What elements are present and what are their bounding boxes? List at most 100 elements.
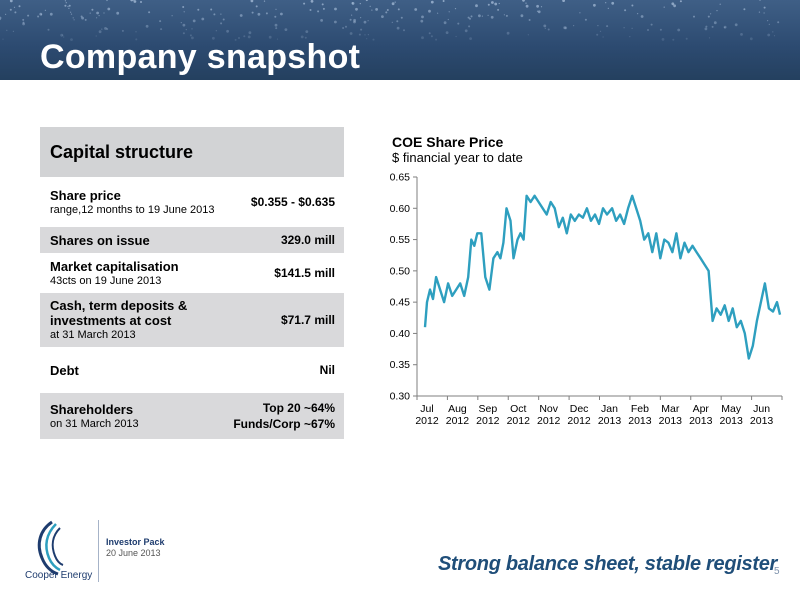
header-dot bbox=[400, 16, 403, 19]
header-dot bbox=[248, 31, 252, 35]
header-dot bbox=[540, 6, 543, 8]
header-dot bbox=[763, 12, 765, 14]
header-dot bbox=[220, 22, 223, 25]
header-dot bbox=[197, 8, 200, 11]
header-dot bbox=[777, 21, 780, 24]
header-dot bbox=[81, 16, 84, 20]
header-dot bbox=[334, 7, 337, 11]
market-cap-value: $141.5 mill bbox=[274, 266, 335, 280]
header-dot bbox=[367, 34, 369, 36]
header-dot bbox=[447, 18, 449, 21]
header-dot bbox=[716, 10, 718, 12]
header-dot bbox=[487, 3, 490, 6]
shareholders-funds: Funds/Corp ~67% bbox=[233, 417, 335, 431]
header-dot bbox=[457, 22, 460, 25]
header-dot bbox=[68, 7, 70, 9]
header-dot bbox=[91, 8, 94, 11]
header-dot bbox=[469, 17, 471, 20]
x-tick-label-year: 2013 bbox=[659, 415, 683, 427]
header-dot bbox=[584, 18, 587, 21]
header-dot bbox=[133, 0, 137, 3]
row-divider bbox=[40, 347, 344, 349]
header-dot bbox=[611, 1, 615, 5]
header-dot bbox=[22, 22, 25, 26]
header-dot bbox=[522, 0, 525, 2]
header-dot bbox=[64, 4, 67, 7]
capital-structure-title: Capital structure bbox=[40, 127, 344, 177]
header-banner: Company snapshot bbox=[0, 0, 800, 80]
header-dot bbox=[685, 37, 688, 40]
header-dot bbox=[367, 20, 369, 22]
header-dot bbox=[37, 15, 40, 18]
header-dot bbox=[44, 9, 47, 11]
header-dot bbox=[263, 0, 266, 2]
header-dot bbox=[596, 33, 599, 36]
header-dot bbox=[342, 27, 345, 29]
header-dot bbox=[767, 33, 771, 37]
header-dot bbox=[435, 38, 438, 41]
header-dot bbox=[490, 15, 494, 19]
header-dot bbox=[397, 8, 400, 11]
x-tick-label-year: 2013 bbox=[628, 415, 652, 427]
header-dot bbox=[300, 35, 304, 39]
header-dot bbox=[421, 15, 424, 19]
header-dot bbox=[145, 24, 149, 28]
header-dot bbox=[363, 20, 367, 24]
header-dot bbox=[40, 14, 43, 16]
header-dot bbox=[358, 33, 361, 36]
header-dot bbox=[70, 38, 73, 41]
header-dot bbox=[98, 15, 100, 17]
header-dot bbox=[220, 13, 222, 15]
header-dot bbox=[421, 36, 424, 40]
x-tick-label-month: Aug bbox=[448, 403, 467, 415]
y-tick-label: 0.35 bbox=[390, 359, 411, 371]
header-dot bbox=[106, 0, 108, 2]
header-dot bbox=[481, 15, 483, 17]
header-dot bbox=[631, 4, 634, 7]
header-dot bbox=[72, 17, 74, 19]
header-dot bbox=[768, 23, 770, 25]
header-dot bbox=[5, 13, 7, 15]
share-price-chart: 0.650.600.550.500.450.400.350.30Jul2012A… bbox=[390, 172, 783, 427]
header-dot bbox=[640, 15, 644, 18]
header-dot bbox=[238, 37, 240, 39]
header-dot bbox=[364, 34, 366, 36]
header-dot bbox=[360, 28, 363, 31]
header-dot bbox=[317, 10, 320, 13]
header-dot bbox=[536, 10, 539, 12]
header-dot bbox=[106, 28, 109, 30]
x-tick-label-year: 2013 bbox=[719, 415, 743, 427]
header-dot bbox=[222, 18, 225, 21]
share-price-label: Share price bbox=[50, 187, 121, 203]
header-dot bbox=[116, 11, 120, 15]
shares-on-issue-value: 329.0 mill bbox=[280, 233, 335, 247]
header-dot bbox=[394, 1, 396, 3]
x-tick-label-month: Sep bbox=[478, 403, 497, 415]
header-dot bbox=[710, 13, 712, 15]
header-dot bbox=[67, 5, 69, 8]
header-dot bbox=[226, 29, 230, 33]
header-dot bbox=[498, 2, 500, 5]
header-dot bbox=[497, 8, 500, 11]
header-dot bbox=[84, 18, 87, 21]
header-dot bbox=[723, 25, 727, 29]
row-divider bbox=[40, 177, 344, 179]
header-dot bbox=[525, 2, 527, 4]
header-dot bbox=[563, 26, 567, 30]
header-dot bbox=[310, 0, 314, 3]
header-dot bbox=[239, 14, 243, 17]
row-divider bbox=[40, 225, 344, 227]
header-dot bbox=[758, 11, 761, 13]
header-dot bbox=[9, 0, 13, 3]
header-dot bbox=[478, 14, 481, 18]
header-dot bbox=[95, 35, 97, 37]
header-dot bbox=[366, 38, 368, 40]
header-dot bbox=[528, 19, 531, 21]
header-dot bbox=[182, 23, 186, 27]
header-dot bbox=[403, 29, 405, 32]
header-dot bbox=[503, 14, 505, 16]
header-dot bbox=[454, 8, 457, 10]
x-tick-label-month: Feb bbox=[631, 403, 649, 415]
cash-sub: at 31 March 2013 bbox=[50, 329, 136, 341]
header-dot bbox=[525, 4, 529, 8]
